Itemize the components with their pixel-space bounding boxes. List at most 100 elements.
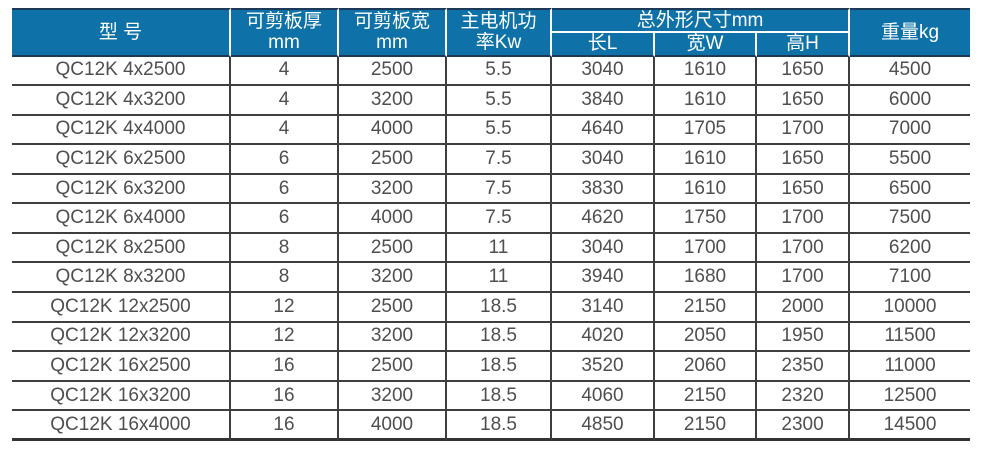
value-cell: 6200: [850, 233, 971, 264]
value-cell: 2500: [339, 293, 447, 323]
value-cell: 14500: [850, 411, 971, 441]
value-cell: 3140: [552, 293, 655, 323]
model-cell: QC12K 6x2500: [12, 145, 231, 175]
model-cell: QC12K 4x2500: [12, 56, 231, 87]
value-cell: 11: [447, 263, 552, 294]
model-cell: QC12K 4x3200: [12, 86, 231, 116]
value-cell: 1700: [655, 233, 757, 264]
value-cell: 6: [231, 204, 339, 234]
table-header: 型 号 可剪板厚 mm 可剪板宽 mm 主电机功 率Kw 总外形尺寸mm: [12, 8, 971, 57]
table-row: QC12K 12x2500 12 2500 18.5 3140 2150 2000 10000: [12, 293, 971, 323]
header-model-label: 型 号: [98, 21, 143, 43]
value-cell: 18.5: [447, 411, 552, 441]
value-cell: 6000: [850, 86, 971, 116]
value-cell: 2500: [339, 233, 447, 264]
table-row: QC12K 8x3200 8 3200 11 3940 1680 1700 7100: [12, 263, 971, 294]
value-cell: 2300: [757, 411, 851, 441]
value-cell: 7100: [850, 263, 971, 294]
table-row: QC12K 6x3200 6 3200 7.5 3830 1610 1650 6500: [12, 174, 971, 205]
value-cell: 3040: [552, 233, 655, 264]
value-cell: 18.5: [447, 381, 552, 412]
header-weight: 重量kg: [850, 8, 971, 57]
table-row: QC12K 4x2500 4 2500 5.5 3040 1610 1650 4500: [12, 56, 971, 87]
header-row-sub: 长L 宽W 高H: [12, 33, 970, 57]
header-cut-width: 可剪板宽 mm: [339, 8, 447, 57]
table-row: QC12K 4x4000 4 4000 5.5 4640 1705 1700 7000: [12, 115, 971, 146]
value-cell: 1950: [757, 322, 851, 353]
value-cell: 1680: [655, 263, 757, 294]
value-cell: 2060: [655, 352, 757, 382]
value-cell: 1650: [757, 56, 851, 87]
value-cell: 4000: [339, 115, 447, 146]
value-cell: 2050: [655, 322, 757, 353]
value-cell: 2150: [655, 381, 757, 412]
header-dim-height-label: 高H: [786, 33, 819, 55]
header-model: 型 号: [12, 8, 231, 57]
value-cell: 11000: [850, 352, 971, 382]
header-cut-width-line2: mm: [376, 32, 408, 54]
table-row: QC12K 16x2500 16 2500 18.5 3520 2060 2350 11000: [12, 352, 971, 382]
value-cell: 2500: [339, 56, 447, 87]
model-cell: QC12K 16x2500: [12, 352, 231, 382]
model-cell: QC12K 12x2500: [12, 293, 231, 323]
value-cell: 2150: [655, 293, 757, 323]
header-cut-thickness: 可剪板厚 mm: [231, 8, 339, 57]
value-cell: 4620: [552, 204, 655, 234]
header-dim-height: 高H: [757, 33, 851, 57]
model-cell: QC12K 4x4000: [12, 115, 231, 146]
value-cell: 10000: [850, 293, 971, 323]
value-cell: 12500: [850, 381, 971, 412]
model-cell: QC12K 6x4000: [12, 204, 231, 234]
value-cell: 6500: [850, 174, 971, 205]
table-row: QC12K 4x3200 4 3200 5.5 3840 1610 1650 6000: [12, 86, 971, 116]
value-cell: 4640: [552, 115, 655, 146]
value-cell: 2350: [757, 352, 851, 382]
value-cell: 6: [231, 174, 339, 205]
value-cell: 1650: [757, 145, 851, 175]
value-cell: 2500: [339, 145, 447, 175]
value-cell: 2320: [757, 381, 851, 412]
value-cell: 7.5: [447, 174, 552, 205]
value-cell: 7.5: [447, 204, 552, 234]
value-cell: 16: [231, 411, 339, 441]
value-cell: 18.5: [447, 352, 552, 382]
value-cell: 3830: [552, 174, 655, 205]
value-cell: 8: [231, 233, 339, 264]
value-cell: 5.5: [447, 56, 552, 87]
value-cell: 18.5: [447, 322, 552, 353]
header-cut-width-line1: 可剪板宽: [353, 11, 430, 32]
header-motor-power: 主电机功 率Kw: [447, 8, 552, 57]
value-cell: 3040: [552, 145, 655, 175]
value-cell: 12: [231, 322, 339, 353]
model-cell: QC12K 12x3200: [12, 322, 231, 353]
header-dimensions-group: 总外形尺寸mm: [552, 8, 851, 34]
model-cell: QC12K 8x3200: [12, 263, 231, 294]
value-cell: 1700: [757, 233, 851, 264]
value-cell: 1610: [655, 174, 757, 205]
header-dim-width: 宽W: [655, 33, 757, 57]
header-motor-power-line1: 主电机功: [460, 11, 537, 32]
header-motor-power-line2: 率Kw: [475, 32, 522, 54]
value-cell: 1705: [655, 115, 757, 146]
value-cell: 3040: [552, 56, 655, 87]
table-row: QC12K 12x3200 12 3200 18.5 4020 2050 1950 11500: [12, 322, 971, 353]
value-cell: 11: [447, 233, 552, 264]
value-cell: 4850: [552, 411, 655, 441]
value-cell: 1610: [655, 56, 757, 87]
value-cell: 3200: [339, 263, 447, 294]
table-body: QC12K 4x2500 4 2500 5.5 3040 1610 1650 4500 QC12…: [12, 56, 971, 441]
value-cell: 7500: [850, 204, 971, 234]
model-cell: QC12K 16x4000: [12, 411, 231, 441]
table-row: QC12K 6x4000 6 4000 7.5 4620 1750 1700 7500: [12, 204, 971, 234]
header-dimensions-group-label: 总外形尺寸mm: [636, 10, 764, 31]
table-row: QC12K 16x3200 16 3200 18.5 4060 2150 2320 12500: [12, 381, 971, 412]
value-cell: 16: [231, 381, 339, 412]
header-row-top: 型 号 可剪板厚 mm 可剪板宽 mm 主电机功 率Kw 总外形尺寸mm: [12, 8, 971, 57]
value-cell: 7000: [850, 115, 971, 146]
value-cell: 4000: [339, 204, 447, 234]
value-cell: 1700: [757, 204, 851, 234]
value-cell: 1750: [655, 204, 757, 234]
value-cell: 4060: [552, 381, 655, 412]
value-cell: 1610: [655, 145, 757, 175]
